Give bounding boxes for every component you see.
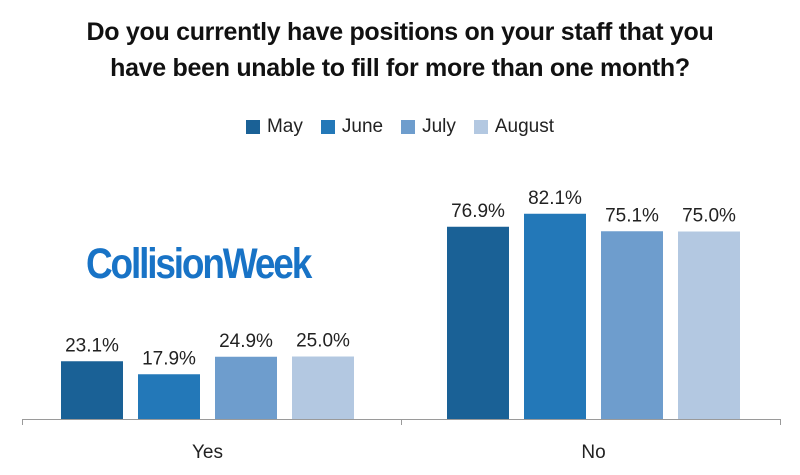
bar-no-june [524, 213, 586, 419]
legend-label-august: August [494, 116, 555, 137]
chart-title: Do you currently have positions on your … [0, 14, 800, 86]
legend-label-june: June [341, 116, 384, 137]
category-label-no: No [581, 442, 605, 463]
legend-swatch-july [401, 120, 416, 134]
legend: May June July August [0, 116, 800, 138]
chart-title-line-2: have been unable to fill for more than o… [110, 54, 690, 82]
data-label-yes-july: 24.9% [219, 331, 273, 352]
data-label-yes-august: 25.0% [296, 331, 350, 352]
data-label-no-may: 76.9% [451, 201, 505, 222]
bar-yes-august [292, 356, 354, 419]
legend-swatch-june [320, 120, 335, 134]
collisionweek-logo: CollisionWeek [86, 240, 312, 288]
data-label-yes-june: 17.9% [142, 348, 196, 369]
bar-yes-july [215, 356, 277, 419]
data-label-yes-may: 23.1% [65, 335, 119, 356]
legend-swatch-august [473, 120, 488, 134]
legend-item-may: May [245, 116, 303, 138]
bar-yes-june [138, 374, 200, 419]
bar-no-july [601, 231, 663, 419]
legend-swatch-may [245, 120, 260, 134]
legend-item-june: June [320, 116, 384, 138]
category-label-yes: Yes [192, 442, 223, 463]
data-label-no-july: 75.1% [605, 205, 659, 226]
legend-item-august: August [473, 116, 555, 138]
bar-yes-may [61, 361, 123, 419]
legend-item-july: July [401, 116, 456, 138]
chart-title-line-1: Do you currently have positions on your … [86, 18, 714, 46]
bar-no-august [678, 231, 740, 419]
legend-label-july: July [422, 116, 456, 137]
bar-no-may [447, 226, 509, 419]
data-label-no-june: 82.1% [528, 188, 582, 209]
data-label-no-august: 75.0% [682, 206, 736, 227]
legend-label-may: May [266, 116, 303, 137]
